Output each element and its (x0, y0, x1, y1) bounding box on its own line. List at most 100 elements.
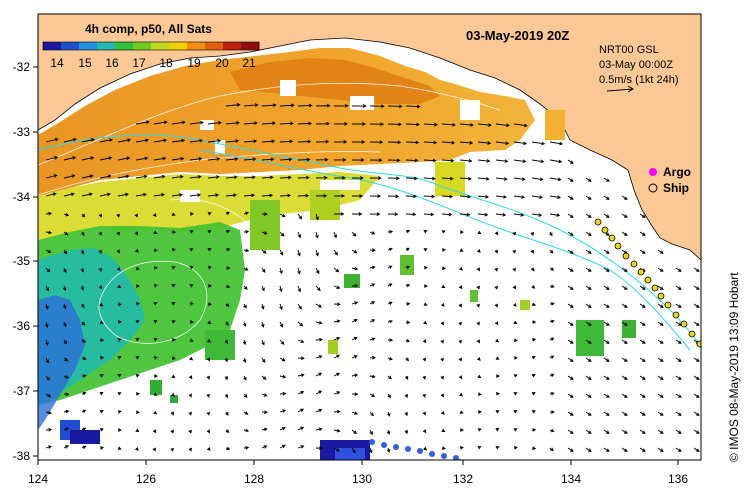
current-arrow (405, 302, 411, 306)
current-arrow (458, 321, 462, 326)
current-arrow (333, 409, 341, 414)
current-arrow (315, 303, 322, 308)
current-arrow (675, 375, 682, 380)
current-arrow (261, 427, 268, 432)
current-arrow (422, 393, 426, 398)
current-arrow (513, 428, 518, 432)
current-arrow (135, 138, 150, 143)
current-arrow (459, 266, 464, 271)
ship-track-yellow (594, 218, 701, 348)
current-arrow (386, 411, 391, 417)
current-arrow (279, 409, 287, 413)
current-arrow (423, 446, 428, 451)
current-arrow (315, 337, 323, 342)
current-arrow (153, 248, 158, 252)
current-arrow (189, 302, 194, 306)
current-arrow (351, 447, 356, 454)
current-arrow (171, 138, 186, 143)
current-arrow (207, 284, 212, 288)
current-arrow (279, 321, 284, 328)
current-arrow (243, 157, 257, 162)
colorbar-swatch (169, 42, 188, 50)
current-arrow (585, 393, 592, 398)
current-arrow (621, 429, 628, 434)
current-arrow (423, 194, 436, 199)
current-arrow (423, 302, 428, 306)
current-arrow (261, 139, 276, 144)
current-arrow (531, 302, 536, 307)
current-arrow (386, 447, 391, 453)
current-arrow (369, 122, 384, 126)
current-arrow (279, 267, 283, 275)
current-arrow (279, 139, 294, 144)
current-arrow (153, 338, 158, 342)
current-arrow (567, 249, 574, 254)
current-arrow (261, 157, 275, 162)
current-arrow (603, 357, 610, 362)
current-arrow (531, 391, 536, 396)
current-arrow (549, 410, 555, 414)
current-arrow (333, 104, 349, 108)
current-arrow (297, 445, 305, 449)
current-arrow (279, 213, 286, 218)
current-arrow (171, 248, 176, 252)
current-arrow (387, 212, 399, 217)
current-arrow (45, 303, 49, 310)
current-arrow (351, 411, 358, 415)
current-arrow (45, 267, 51, 273)
colorbar-tick-label: 17 (132, 56, 146, 70)
current-arrow (639, 213, 646, 218)
current-arrow (188, 447, 192, 452)
current-arrow (98, 213, 102, 218)
current-arrow (99, 446, 105, 450)
x-tick-label: 128 (244, 472, 264, 486)
current-arrow (603, 375, 610, 380)
current-arrow (135, 248, 140, 253)
current-arrow (675, 303, 682, 308)
current-arrow (351, 266, 359, 271)
current-arrow (441, 248, 446, 252)
current-arrow (153, 266, 158, 270)
current-arrow (171, 374, 176, 378)
current-arrow (99, 174, 112, 179)
current-arrow (170, 411, 174, 416)
current-arrow (279, 374, 287, 379)
current-arrow (513, 446, 518, 450)
current-arrow (351, 392, 359, 396)
current-arrow (297, 373, 305, 378)
current-arrow (675, 393, 682, 398)
current-arrow (117, 374, 122, 378)
current-arrow (206, 411, 210, 416)
current-arrow (549, 284, 555, 289)
current-arrow (459, 176, 472, 181)
current-arrow (206, 393, 210, 398)
current-arrow (567, 321, 574, 326)
current-arrow (513, 213, 525, 217)
current-arrow (45, 445, 52, 449)
current-arrow (243, 411, 249, 415)
current-arrow (116, 231, 120, 236)
current-arrow (585, 231, 592, 236)
current-arrow (63, 357, 69, 362)
current-arrow (189, 157, 203, 161)
current-arrow (477, 212, 489, 217)
current-arrow (134, 231, 139, 236)
current-arrow (99, 156, 113, 161)
current-arrow (405, 122, 420, 127)
current-arrow (333, 158, 347, 162)
x-tick-label: 132 (453, 472, 473, 486)
current-arrow (98, 231, 102, 236)
current-arrow (369, 319, 376, 323)
ship-track-blue (369, 439, 463, 460)
current-arrow (513, 374, 518, 378)
current-arrow (224, 339, 229, 345)
current-arrow (459, 428, 464, 432)
current-arrow (63, 156, 77, 161)
current-arrow (458, 285, 463, 290)
current-arrow (513, 159, 527, 164)
current-arrow (585, 267, 592, 272)
current-arrow (639, 339, 646, 344)
current-arrow (279, 426, 286, 431)
current-arrow (603, 285, 610, 290)
